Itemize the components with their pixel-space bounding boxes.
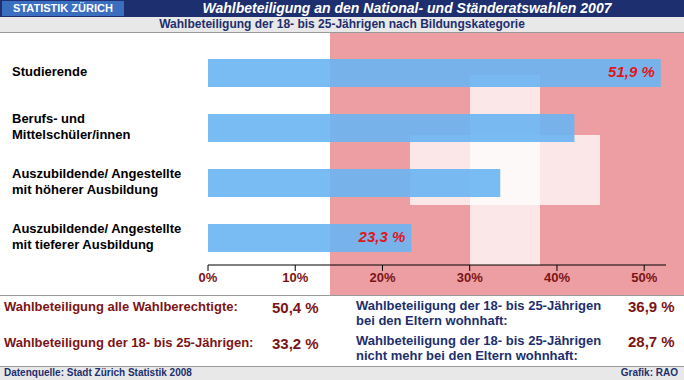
- html-text:Wahlbeteiligung der 18- bis 25: Wahlbeteiligung der 18- bis 25-Jährigen: [356, 333, 602, 348]
- svg-text:30%: 30%: [457, 270, 483, 285]
- svg-text:40%: 40%: [544, 270, 570, 285]
- html-text:Wahlbeteiligung alle Wahlberec: Wahlbeteiligung alle Wahlberechtigte:: [4, 299, 238, 314]
- html-text:Wahlbeteiligung an den Nationa: Wahlbeteiligung an den National- und Stä…: [202, 0, 612, 16]
- svg-text:20%: 20%: [369, 270, 395, 285]
- html-text:Grafik: RAO: Grafik: RAO: [620, 367, 678, 378]
- html-text:Wahlbeteiligung der 18- bis 25: Wahlbeteiligung der 18- bis 25-Jährigen …: [159, 17, 525, 31]
- svg-text:Berufs- undMittelschüler/innen: Berufs- undMittelschüler/innen: [12, 111, 131, 142]
- html-text:Datenquelle: Stadt Zürich Stat: Datenquelle: Stadt Zürich Statistik 2008: [4, 367, 192, 378]
- svg-text:51,9 %: 51,9 %: [608, 63, 655, 80]
- svg-text:Studierende: Studierende: [12, 64, 87, 79]
- svg-text:10%: 10%: [282, 270, 308, 285]
- html-text:36,9 %: 36,9 %: [628, 298, 675, 315]
- svg-text:50%: 50%: [631, 270, 657, 285]
- html-text:50,4 %: 50,4 %: [272, 299, 319, 316]
- svg-text:Auszubildende/ Angestelltemit: Auszubildende/ Angestelltemit tieferer A…: [12, 221, 181, 252]
- svg-text:Auszubildende/ Angestelltemit: Auszubildende/ Angestelltemit höherer Au…: [12, 166, 181, 197]
- html-text:33,2 %: 33,2 %: [272, 335, 319, 352]
- svg-text:23,3 %: 23,3 %: [358, 228, 406, 245]
- html-text:Wahlbeteiligung der 18- bis 25: Wahlbeteiligung der 18- bis 25-Jährigen:: [4, 335, 254, 350]
- html-text:STATISTIK ZÜRICH: STATISTIK ZÜRICH: [13, 2, 113, 14]
- html-text:bei den Eltern wohnhaft:: bei den Eltern wohnhaft:: [356, 313, 508, 328]
- html-text:nicht mehr bei den Eltern wohn: nicht mehr bei den Eltern wohnhaft:: [356, 348, 578, 363]
- svg-text:0%: 0%: [199, 270, 218, 285]
- html-text:Wahlbeteiligung der 18- bis 25: Wahlbeteiligung der 18- bis 25-Jährigen: [356, 298, 602, 313]
- html-text:28,7 %: 28,7 %: [628, 333, 675, 350]
